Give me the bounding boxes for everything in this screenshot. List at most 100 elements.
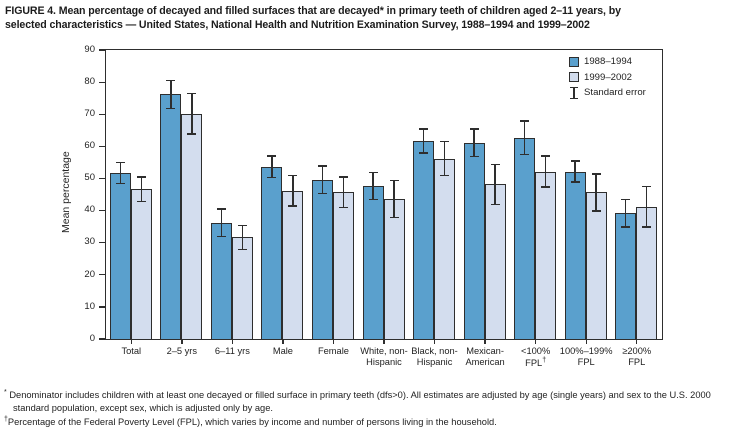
error-cap-bottom xyxy=(368,199,378,201)
legend-label-1999-2002: 1999–2002 xyxy=(584,71,633,83)
bar-1988-1994-9-100-199-fpl xyxy=(564,171,586,339)
error-cap-top xyxy=(419,128,429,130)
y-tick-50 xyxy=(99,177,105,180)
y-tick-label-20: 20 xyxy=(84,268,95,280)
y-tick-10 xyxy=(99,306,105,308)
x-label-2-6-11-yrs: 6–11 yrs xyxy=(190,346,274,357)
bar-1988-1994-0-total xyxy=(109,173,131,339)
bar-1999-2002-4-female xyxy=(332,192,354,339)
bar-1988-1994-3-male xyxy=(261,166,283,339)
error-cap-top xyxy=(317,165,327,167)
figure-title-line1: FIGURE 4. Mean percentage of decayed and… xyxy=(5,5,621,17)
error-cap-top xyxy=(389,179,399,181)
x-label-line: FPL† xyxy=(525,356,547,369)
y-tick-label-70: 70 xyxy=(84,108,95,120)
y-tick-label-40: 40 xyxy=(84,204,95,216)
y-tick-70 xyxy=(99,113,105,115)
x-label-line: FPL xyxy=(577,356,595,367)
bar-1999-2002-3-male xyxy=(282,190,304,339)
error-line xyxy=(170,80,172,109)
legend: 1988–1994 1999–2002 Standard error xyxy=(569,56,646,103)
y-tick-label-90: 90 xyxy=(84,43,95,55)
error-cap-top xyxy=(642,185,652,188)
bar-1988-1994-5-white-non-hispanic xyxy=(362,185,384,339)
error-cap-bottom xyxy=(216,235,226,238)
error-cap-bottom xyxy=(570,181,580,183)
error-line xyxy=(220,208,223,238)
legend-item-1999-2002: 1999–2002 xyxy=(569,72,646,83)
error-line xyxy=(372,171,374,201)
y-tick-0 xyxy=(99,338,105,340)
error-cap-bottom xyxy=(288,205,298,207)
error-cap-top xyxy=(115,161,125,164)
footnote-asterisk: * Denominator includes children with at … xyxy=(4,388,731,415)
error-cap-top xyxy=(520,120,530,122)
error-cap-top xyxy=(591,173,601,175)
y-tick-label-30: 30 xyxy=(84,236,95,248)
bar-1988-1994-1-2-5-yrs xyxy=(160,94,182,339)
error-cap-bottom xyxy=(166,107,176,109)
y-tick-label-80: 80 xyxy=(84,75,95,87)
error-cap-top xyxy=(368,171,378,173)
error-line xyxy=(595,173,597,212)
error-line xyxy=(544,155,547,188)
x-tick-0 xyxy=(130,340,132,345)
y-tick-40 xyxy=(99,209,105,212)
error-cap-top xyxy=(267,155,277,157)
x-label-5-white-non-hispanic: White, non- Hispanic xyxy=(342,346,426,368)
x-label-line: Hispanic xyxy=(366,356,402,367)
y-tick-label-0: 0 xyxy=(89,332,95,344)
error-cap-top xyxy=(469,128,479,130)
y-tick-label-60: 60 xyxy=(84,140,95,152)
error-line xyxy=(574,160,576,183)
legend-swatch-1988-1994 xyxy=(569,56,579,67)
y-axis-title: Mean percentage xyxy=(60,151,72,234)
error-cap-top xyxy=(541,155,551,157)
y-tick-90 xyxy=(99,49,105,51)
x-tick-6 xyxy=(433,340,436,345)
x-label-line: American xyxy=(465,356,505,367)
error-line xyxy=(494,163,496,206)
error-cap-top xyxy=(621,198,631,201)
error-cap-top xyxy=(166,80,176,82)
footnotes: * Denominator includes children with at … xyxy=(4,388,731,429)
figure-title-line2: selected characteristics — United States… xyxy=(5,18,590,31)
error-line xyxy=(191,92,193,135)
bar-1999-2002-5-white-non-hispanic xyxy=(383,198,405,339)
footnote-text-asterisk: Denominator includes children with at le… xyxy=(9,390,711,413)
x-label-line: Female xyxy=(317,346,349,356)
x-label-line: White, non- xyxy=(360,346,408,356)
error-line xyxy=(321,165,324,194)
error-line xyxy=(645,185,648,228)
error-cap-bottom xyxy=(419,152,429,154)
x-label-line: Mexican- xyxy=(466,346,504,356)
legend-label-standard-error: Standard error xyxy=(584,87,646,98)
error-cap-bottom xyxy=(237,248,247,251)
footnote-text-dagger: Percentage of the Federal Poverty Level … xyxy=(7,416,497,427)
error-cap-bottom xyxy=(187,133,197,135)
error-cap-bottom xyxy=(267,176,277,178)
error-bar-icon xyxy=(570,86,578,99)
error-line xyxy=(523,120,526,156)
legend-swatch-1999-2002 xyxy=(569,72,579,82)
bar-1999-2002-2-6-11-yrs xyxy=(231,237,253,339)
bar-1999-2002-9-100-199-fpl xyxy=(585,192,607,339)
x-tick-9 xyxy=(585,340,587,345)
dagger-superscript: † xyxy=(542,356,547,364)
error-cap-bottom xyxy=(136,200,146,203)
x-label-line: ≥200% xyxy=(622,346,652,356)
y-tick-80 xyxy=(99,81,105,83)
y-tick-label-50: 50 xyxy=(84,172,95,184)
error-line xyxy=(624,198,627,228)
error-cap-top xyxy=(237,224,247,226)
error-line xyxy=(342,176,345,209)
error-cap-bottom xyxy=(338,207,348,209)
x-label-6-black-non-hispanic: Black, non- Hispanic xyxy=(393,346,477,368)
x-tick-3 xyxy=(282,340,284,345)
bar-chart: Mean percentage 0 10 20 30 40 50 60 70 80 90 Tota… xyxy=(60,43,663,369)
error-cap-bottom xyxy=(520,154,530,156)
bar-1999-2002-1-2-5-yrs xyxy=(181,113,203,339)
bar-1988-1994-6-black-non-hispanic xyxy=(413,141,435,339)
x-tick-5 xyxy=(383,340,385,345)
error-cap-bottom xyxy=(642,226,652,228)
